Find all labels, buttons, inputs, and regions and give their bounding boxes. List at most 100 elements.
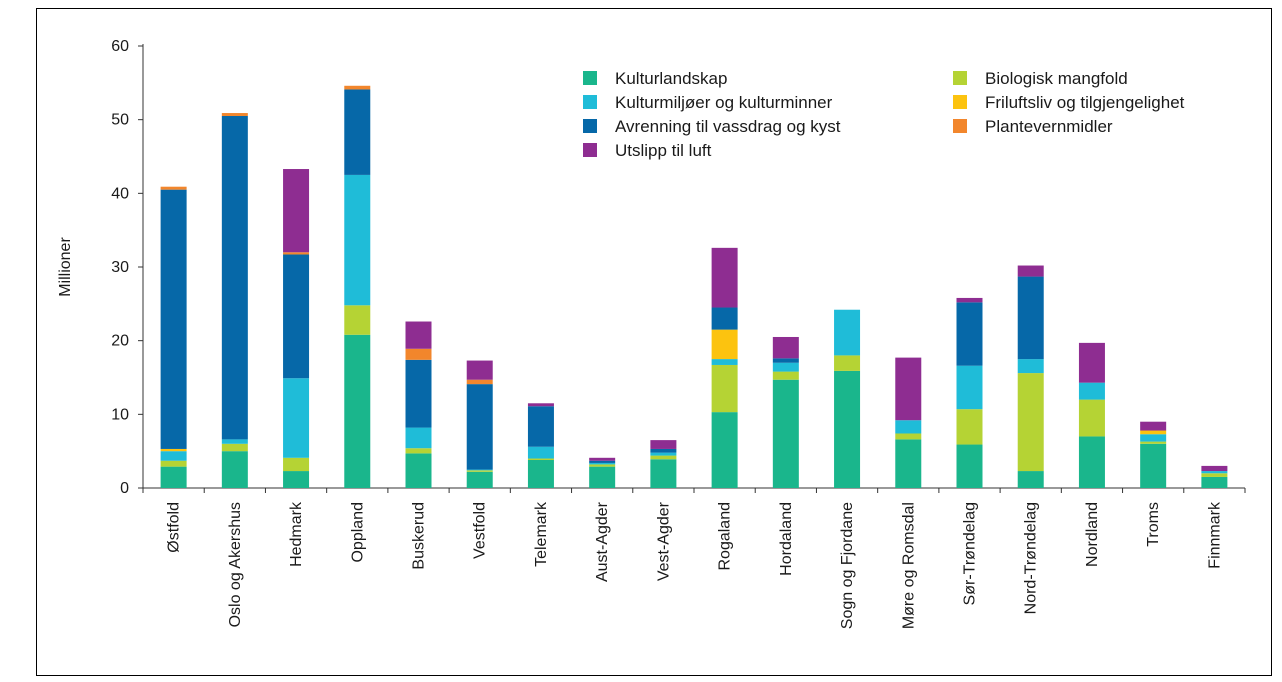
bar-segment — [1017, 471, 1044, 488]
bar-segment — [711, 412, 738, 488]
bar-segment — [711, 359, 738, 365]
x-tick-label: Møre og Romsdal — [900, 502, 917, 629]
bar-segment — [160, 451, 187, 461]
bar-segment — [344, 85, 371, 90]
bar-segment — [344, 174, 371, 306]
bar-segment — [1017, 359, 1044, 374]
bar-segment — [283, 254, 310, 379]
x-tick-label: Nordland — [1084, 502, 1101, 567]
chart-frame — [36, 8, 1272, 676]
bar-segment — [772, 358, 799, 363]
bar-segment — [405, 448, 432, 454]
bar-segment — [160, 466, 187, 488]
bar-segment — [650, 455, 677, 460]
bar-segment — [589, 457, 616, 461]
bar-segment — [895, 420, 922, 434]
bar-segment — [1078, 382, 1105, 400]
x-tick-label: Troms — [1145, 502, 1162, 547]
bar-segment — [527, 458, 554, 461]
legend-swatch — [953, 95, 967, 109]
bar-segment — [1140, 441, 1167, 444]
bar-segment — [405, 321, 432, 349]
bar-segment — [405, 359, 432, 428]
legend-swatch — [583, 119, 597, 133]
bar-segment — [589, 462, 616, 465]
y-tick-label: 60 — [111, 38, 129, 55]
bar-segment — [1201, 476, 1228, 488]
bar-segment — [283, 252, 310, 255]
y-tick-label: 40 — [111, 185, 129, 202]
bar-segment — [711, 364, 738, 413]
x-tick-label: Østfold — [166, 502, 183, 553]
bar-segment — [405, 453, 432, 488]
bar-segment — [1017, 276, 1044, 360]
bar-segment — [589, 460, 616, 463]
bar-segment — [466, 360, 493, 380]
x-tick-label: Sogn og Fjordane — [839, 502, 856, 629]
bar-segment — [527, 406, 554, 447]
bar-segment — [711, 247, 738, 308]
bar-segment — [221, 115, 248, 440]
bar-segment — [1017, 265, 1044, 277]
bar-segment — [466, 470, 493, 472]
bar-segment — [221, 439, 248, 444]
bar-segment — [589, 464, 616, 467]
bar-segment — [1078, 342, 1105, 383]
y-tick-label: 20 — [111, 333, 129, 350]
bar-segment — [527, 460, 554, 488]
legend-swatch — [953, 119, 967, 133]
bar-segment — [650, 448, 677, 453]
bar-segment — [160, 189, 187, 449]
y-tick-label: 0 — [120, 480, 129, 497]
bar-segment — [466, 379, 493, 385]
bar-segment — [895, 439, 922, 488]
legend-swatch — [953, 71, 967, 85]
legend-label: Utslipp til luft — [615, 141, 712, 160]
x-tick-label: Finnmark — [1206, 501, 1223, 569]
bar-segment — [405, 427, 432, 449]
bar-segment — [1078, 436, 1105, 488]
bar-segment — [956, 365, 983, 410]
bar-segment — [221, 443, 248, 452]
bar-segment — [834, 370, 861, 488]
bar-segment — [160, 186, 187, 190]
x-tick-label: Sør-Trøndelag — [962, 502, 979, 605]
bar-segment — [527, 403, 554, 407]
legend-label: Avrenning til vassdrag og kyst — [615, 117, 841, 136]
y-tick-label: 30 — [111, 259, 129, 276]
bar-segment — [650, 452, 677, 456]
x-tick-label: Rogaland — [717, 502, 734, 571]
bar-segment — [650, 440, 677, 449]
bar-segment — [466, 469, 493, 471]
bar-segment — [221, 113, 248, 116]
bar-segment — [956, 297, 983, 303]
bar-segment — [1140, 421, 1167, 431]
x-tick-label: Oslo og Akershus — [227, 502, 244, 627]
bar-segment — [1078, 399, 1105, 437]
x-tick-label: Nord-Trøndelag — [1023, 502, 1040, 614]
x-tick-label: Vestfold — [472, 502, 489, 559]
bar-segment — [1201, 465, 1228, 472]
bar-segment — [956, 444, 983, 488]
bar-segment — [772, 336, 799, 359]
legend-swatch — [583, 71, 597, 85]
x-tick-label: Vest-Agder — [655, 501, 672, 581]
bar-segment — [466, 384, 493, 470]
y-axis-label: Millioner — [57, 237, 74, 297]
bars — [160, 85, 1228, 488]
legend-swatch — [583, 95, 597, 109]
x-tick-label: Oppland — [349, 502, 366, 563]
bar-segment — [344, 89, 371, 175]
bar-segment — [1017, 373, 1044, 472]
bar-segment — [283, 457, 310, 472]
x-tick-label: Aust-Agder — [594, 501, 611, 582]
y-tick-label: 50 — [111, 112, 129, 129]
bar-segment — [772, 362, 799, 372]
bar-segment — [527, 446, 554, 459]
bar-segment — [956, 409, 983, 445]
bar-segment — [650, 459, 677, 488]
bar-segment — [283, 169, 310, 253]
bar-segment — [283, 378, 310, 458]
bar-segment — [466, 471, 493, 488]
